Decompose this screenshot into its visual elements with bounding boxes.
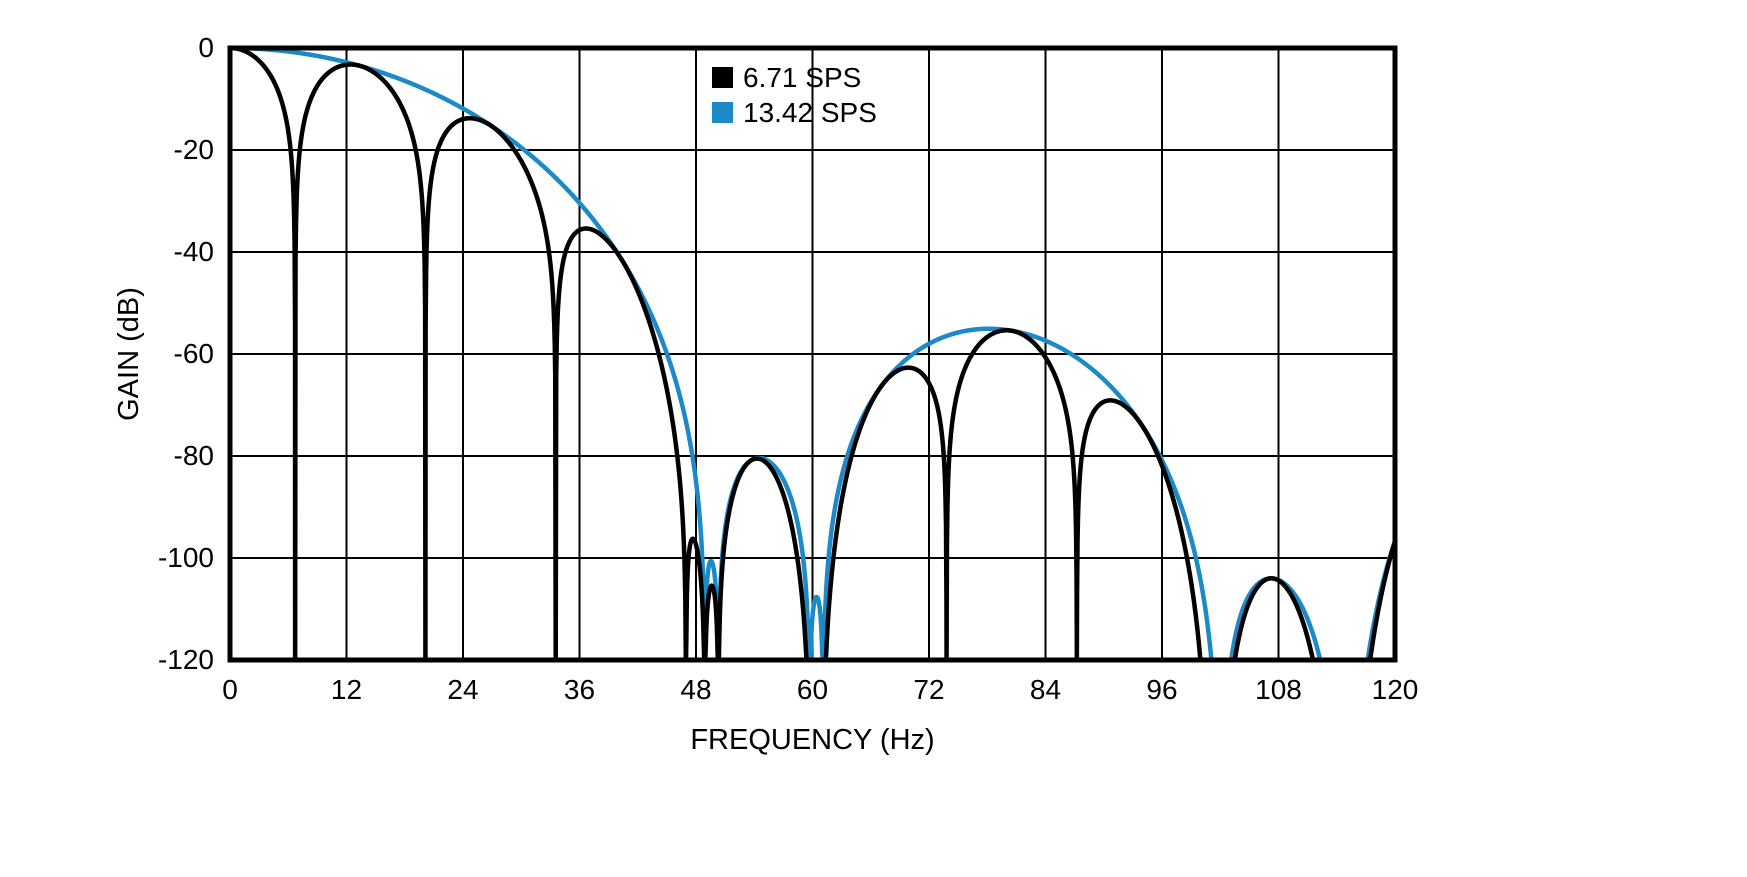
x-tick-label: 48 (680, 674, 712, 705)
x-tick-label: 84 (1029, 674, 1062, 705)
y-tick-label: -120 (157, 644, 214, 675)
y-tick-label: -100 (157, 542, 214, 573)
y-tick-label: -60 (173, 338, 214, 369)
x-tick-label: 108 (1255, 674, 1302, 705)
x-tick-label: 0 (222, 674, 238, 705)
plot-frame (227, 45, 1398, 663)
x-tick-label: 72 (913, 674, 945, 705)
legend-label: 13.42 SPS (743, 96, 877, 128)
x-tick-label: 36 (563, 674, 596, 705)
curve-13.42-sps (230, 48, 1395, 660)
y-tick-label: -80 (173, 440, 214, 471)
x-axis-title: FREQUENCY (Hz) (690, 724, 935, 756)
x-tick-label: 120 (1371, 674, 1419, 705)
gridlines (230, 48, 1395, 660)
legend-entry: 6.71 SPS (712, 60, 877, 95)
x-tick-label: 12 (330, 674, 363, 705)
legend-swatch-icon (712, 102, 733, 123)
x-tick-label: 96 (1146, 674, 1178, 705)
legend-label: 6.71 SPS (743, 61, 862, 93)
y-tick-label: -20 (173, 134, 214, 165)
x-tick-label: 60 (796, 674, 829, 705)
legend-swatch-icon (712, 67, 733, 88)
y-axis-title: GAIN (dB) (113, 287, 145, 421)
y-tick-label: -40 (173, 236, 214, 267)
legend: 6.71 SPS 13.42 SPS (712, 60, 877, 130)
legend-entry: 13.42 SPS (712, 95, 877, 130)
x-tick-label: 24 (447, 674, 479, 705)
y-tick-label: 0 (198, 32, 214, 63)
